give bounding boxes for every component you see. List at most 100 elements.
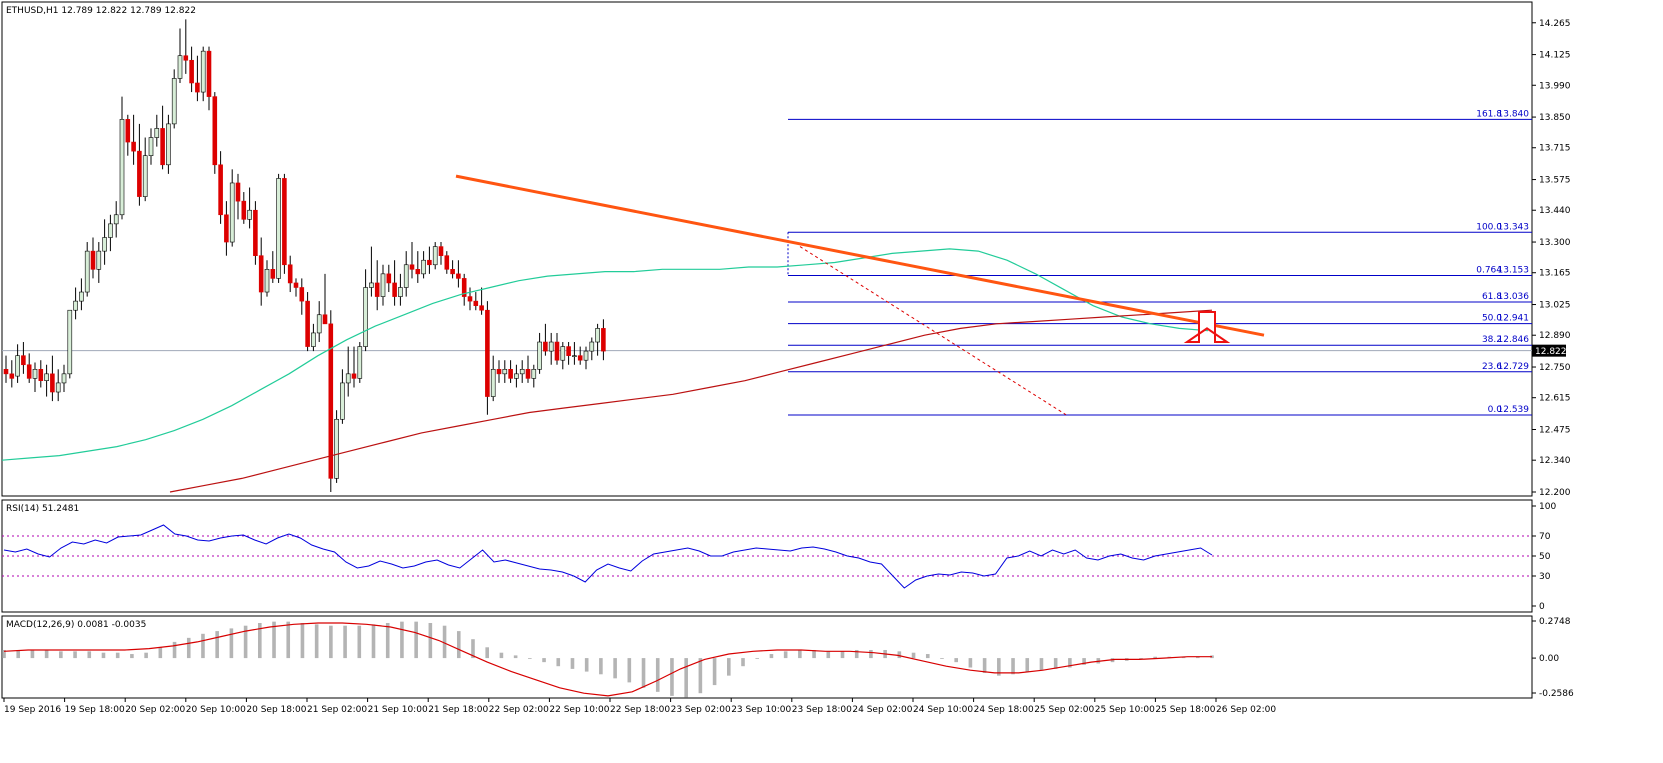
- bull-candle: [276, 178, 281, 279]
- bull-candle: [119, 119, 125, 216]
- bull-candle: [357, 346, 363, 379]
- time-tick-label: 20 Sep 10:00: [186, 705, 246, 715]
- time-tick-label: 24 Sep 10:00: [913, 705, 973, 715]
- time-tick-label: 22 Sep 10:00: [549, 705, 609, 715]
- macd-histogram-bar: [584, 658, 589, 672]
- macd-histogram-bar: [670, 658, 674, 696]
- macd-histogram-bar: [385, 622, 390, 659]
- bull-candle: [67, 309, 73, 375]
- bull-candle: [108, 223, 113, 238]
- macd-histogram-bar: [1025, 658, 1030, 672]
- price-panel: 14.265 14.125 13.990 13.850 13.715 13.575 13.4…: [1, 19, 1571, 498]
- macd-tick-label: -0.2586: [1539, 689, 1574, 699]
- bear-candle: [566, 346, 571, 356]
- macd-histogram-bar: [741, 658, 745, 667]
- time-tick-label: 22 Sep 02:00: [489, 705, 549, 715]
- macd-histogram-bar: [329, 625, 333, 659]
- bull-candle: [32, 368, 38, 379]
- macd-histogram-bar: [130, 654, 134, 659]
- bull-candle: [519, 368, 525, 375]
- macd-histogram-bar: [414, 621, 418, 659]
- resistance-arrow-icon: [1183, 311, 1231, 343]
- bear-candle: [241, 200, 247, 220]
- fib-ratio-label: 23.6: [1482, 362, 1502, 372]
- bull-candle: [166, 123, 171, 166]
- macd-header: MACD(12,26,9) 0.0081 -0.0035: [6, 620, 146, 630]
- bear-candle: [160, 128, 165, 166]
- fib-ratio-label: 100.0: [1476, 222, 1502, 232]
- bull-candle: [177, 55, 183, 79]
- macd-histogram-bar: [528, 658, 532, 659]
- macd-histogram-bar: [954, 658, 958, 663]
- price-tick-label: 12.200: [1539, 488, 1571, 498]
- macd-histogram-bar: [243, 625, 248, 659]
- fib-price-label: 12.941: [1498, 314, 1530, 324]
- bear-candle: [26, 364, 32, 379]
- macd-histogram-bar: [272, 621, 276, 659]
- macd-histogram-bar: [542, 658, 546, 663]
- price-tick-label: 12.750: [1539, 363, 1571, 373]
- bear-candle: [577, 355, 583, 361]
- macd-histogram-bar: [343, 625, 347, 659]
- bear-candle: [282, 178, 287, 266]
- bull-candle: [340, 382, 345, 420]
- macd-histogram-bar: [87, 651, 92, 659]
- bearish-trend-line: [455, 174, 1265, 337]
- bear-candle: [305, 300, 310, 347]
- bull-candle: [79, 291, 84, 302]
- rsi-header: RSI(14) 51.2481: [6, 504, 79, 514]
- time-tick-label: 21 Sep 18:00: [428, 705, 488, 715]
- macd-histogram-bar: [911, 652, 916, 659]
- macd-histogram-bar: [1011, 658, 1015, 675]
- macd-histogram-bar: [258, 622, 262, 659]
- time-tick-label: 24 Sep 18:00: [974, 705, 1034, 715]
- macd-histogram-bar: [783, 651, 788, 659]
- moving-average-fast-line: [1, 248, 1209, 461]
- time-tick-label: 20 Sep 18:00: [246, 705, 306, 715]
- macd-histogram-bar: [840, 651, 845, 659]
- rsi-tick-label: 0: [1539, 602, 1545, 612]
- macd-histogram-bar: [755, 658, 760, 659]
- bull-candle: [502, 368, 508, 375]
- bull-candle: [55, 382, 61, 393]
- macd-histogram-bar: [925, 654, 930, 659]
- fib-diagonal-line: [799, 246, 1067, 416]
- bear-candle: [444, 255, 450, 270]
- bear-candle: [3, 368, 9, 375]
- macd-histogram-bar: [428, 622, 433, 659]
- macd-signal-line: [3, 622, 1212, 697]
- macd-histogram-bar: [499, 652, 504, 659]
- bear-candle: [90, 250, 96, 270]
- bear-candle: [386, 273, 392, 284]
- bull-candle: [200, 50, 206, 93]
- macd-histogram-bar: [2, 649, 6, 659]
- macd-histogram-bar: [513, 655, 518, 659]
- fib-price-label: 12.539: [1498, 405, 1530, 415]
- bull-candle: [403, 264, 409, 288]
- price-tick-label: 13.440: [1539, 206, 1571, 216]
- bear-candle: [224, 214, 229, 243]
- bull-candle: [148, 137, 154, 156]
- fib-ratio-label: 38.2: [1482, 335, 1502, 345]
- macd-histogram-bar: [897, 651, 902, 659]
- macd-histogram-bar: [997, 658, 1001, 676]
- macd-histogram-bar: [1068, 658, 1072, 668]
- macd-histogram-bar: [300, 622, 305, 659]
- bear-candle: [461, 278, 467, 297]
- macd-histogram-bar: [485, 647, 489, 659]
- bull-candle: [113, 214, 119, 225]
- bear-candle: [50, 373, 55, 393]
- bear-candle: [427, 259, 432, 266]
- bear-candle: [496, 368, 502, 375]
- time-tick-label: 19 Sep 18:00: [65, 705, 125, 715]
- bull-candle: [490, 368, 496, 397]
- price-tick-label: 13.025: [1539, 301, 1571, 311]
- rsi-tick-label: 50: [1539, 552, 1551, 562]
- time-axis: 19 Sep 2016 19 Sep 18:00 20 Sep 02:00 20 Se…: [3, 698, 1276, 715]
- bull-candle: [102, 237, 107, 252]
- fib-price-label: 12.729: [1498, 362, 1530, 372]
- bear-candle: [299, 287, 305, 302]
- bull-candle: [316, 314, 322, 334]
- bull-candle: [154, 128, 160, 138]
